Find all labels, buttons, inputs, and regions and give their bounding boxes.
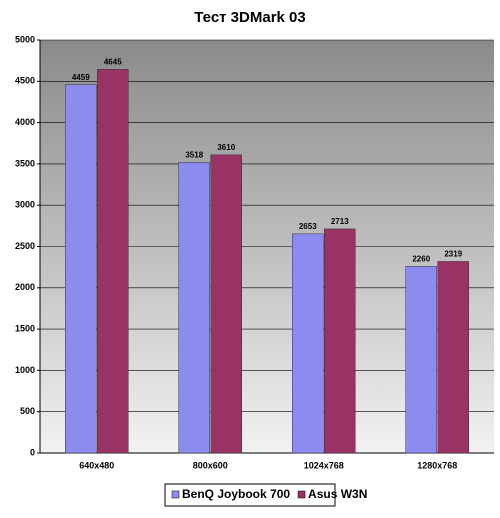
legend-box	[164, 483, 336, 507]
bar	[324, 228, 356, 454]
y-tick-label: 2500	[15, 241, 35, 251]
bar	[97, 69, 129, 454]
data-label: 4645	[104, 57, 122, 66]
y-tick-label: 2000	[15, 282, 35, 292]
data-label: 3610	[217, 143, 235, 152]
bar	[405, 266, 437, 454]
x-tick-label: 1280x768	[417, 460, 457, 470]
data-label: 2653	[299, 222, 317, 231]
data-label: 2713	[331, 217, 349, 226]
y-tick-label: 5000	[15, 34, 35, 44]
x-tick-label: 640x480	[79, 460, 114, 470]
x-tick-label: 800x600	[193, 460, 228, 470]
data-label: 3518	[185, 151, 203, 160]
bar	[178, 162, 210, 454]
bar	[292, 233, 324, 454]
chart-title: Тест 3DMark 03	[194, 9, 305, 26]
legend-swatch	[297, 490, 306, 499]
legend-label: Asus W3N	[308, 487, 367, 501]
y-tick-label: 500	[20, 406, 35, 416]
bar	[437, 261, 469, 454]
data-label: 2260	[412, 254, 430, 263]
legend-swatch	[171, 490, 180, 499]
x-tick-label: 1024x768	[304, 460, 344, 470]
bar	[210, 154, 242, 454]
legend: BenQ Joybook 700 Asus W3N	[171, 487, 367, 501]
y-tick-label: 0	[30, 447, 35, 457]
y-tick-label: 1000	[15, 365, 35, 375]
y-tick-label: 4000	[15, 117, 35, 127]
y-tick-label: 4500	[15, 76, 35, 86]
data-label: 4459	[72, 73, 90, 82]
bar	[65, 84, 97, 454]
y-tick-label: 3500	[15, 158, 35, 168]
data-label: 2319	[444, 250, 462, 259]
legend-label: BenQ Joybook 700	[182, 487, 290, 501]
y-tick-label: 3000	[15, 200, 35, 210]
y-tick-label: 1500	[15, 323, 35, 333]
